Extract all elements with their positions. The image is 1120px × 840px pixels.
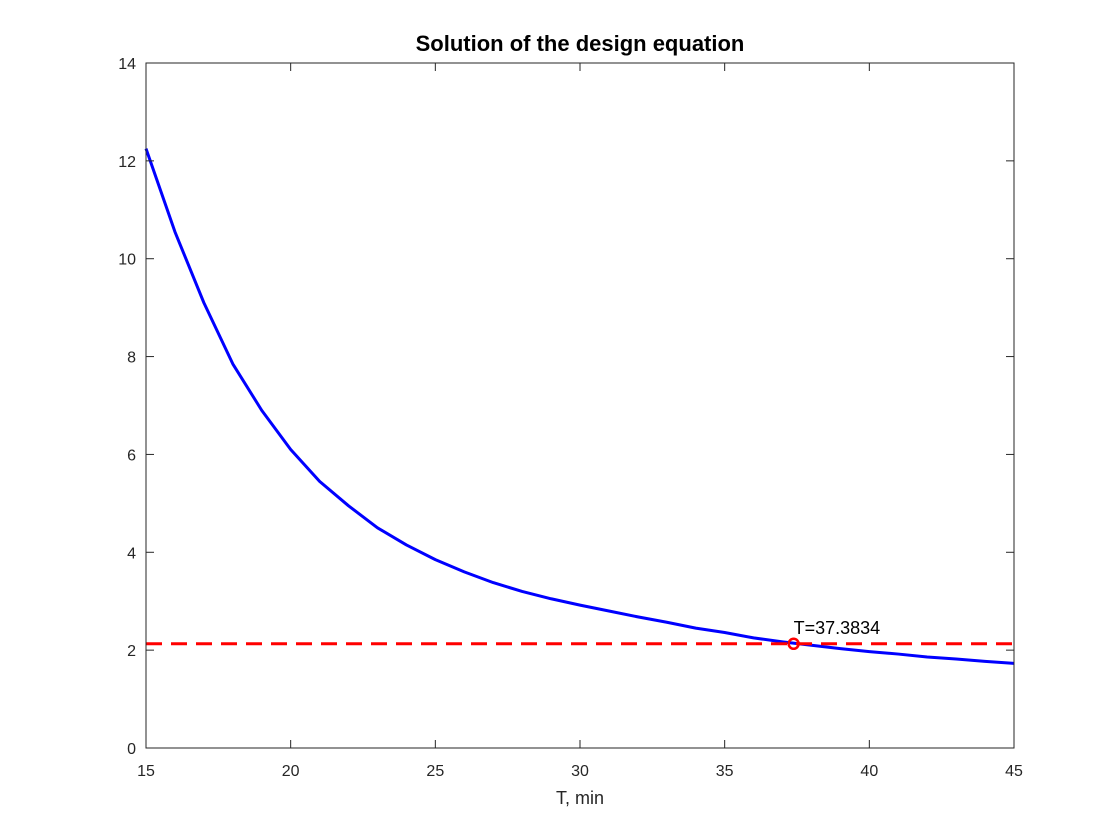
y-tick-label: 8 xyxy=(127,350,136,367)
x-tick-label: 20 xyxy=(282,763,300,780)
solution-annotation: T=37.3834 xyxy=(794,618,881,638)
series-layer xyxy=(144,148,1015,665)
design-curve-line xyxy=(144,148,1015,665)
y-tick-label: 10 xyxy=(118,252,136,269)
chart-title: Solution of the design equation xyxy=(416,31,745,56)
y-tick-label: 4 xyxy=(127,545,136,562)
marker-layer xyxy=(787,637,800,651)
x-tick-label: 15 xyxy=(137,763,155,780)
y-tick-label: 2 xyxy=(127,643,136,660)
y-tick-label: 14 xyxy=(118,56,136,73)
x-tick-label: 40 xyxy=(860,763,878,780)
plot-area xyxy=(146,63,1014,748)
y-tick-label: 0 xyxy=(127,741,136,758)
x-tick-label: 35 xyxy=(716,763,734,780)
y-tick-label: 12 xyxy=(118,154,136,171)
solution-point-marker xyxy=(787,637,800,651)
tick-layer: 15 20 25 30 35 40 45 0 2 4 6 8 10 12 14 xyxy=(118,56,1023,780)
y-tick-label: 6 xyxy=(127,447,136,464)
x-tick-label: 25 xyxy=(426,763,444,780)
x-tick-label: 30 xyxy=(571,763,589,780)
x-axis-label: T, min xyxy=(556,788,604,808)
x-tick-label: 45 xyxy=(1005,763,1023,780)
